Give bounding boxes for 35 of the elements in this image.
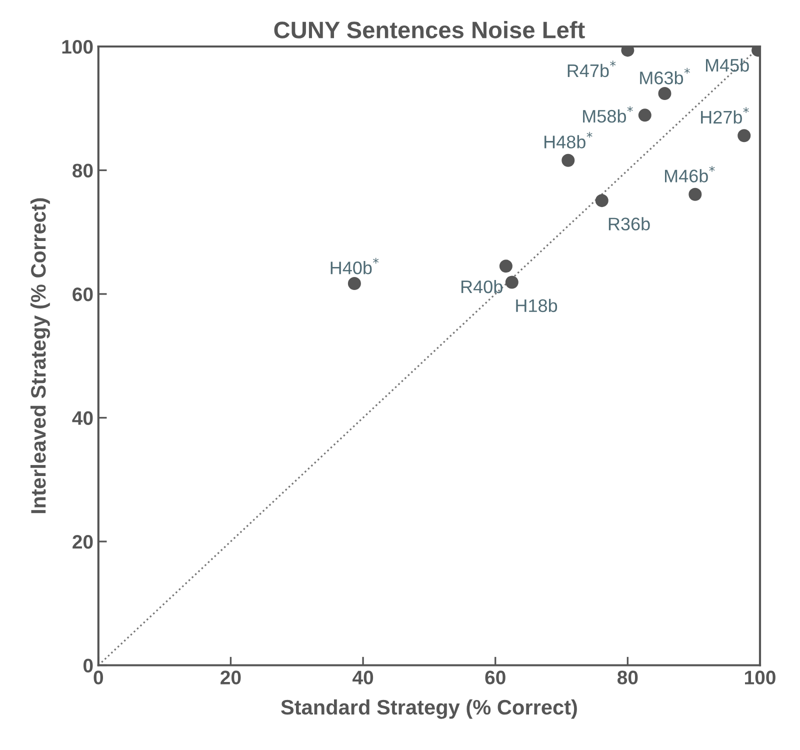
point: [638, 108, 652, 122]
point: [595, 194, 608, 208]
annotation: M63b$^{*}$: [640, 68, 690, 84]
y-tick-label: 100: [62, 40, 93, 54]
x-tick-label: 100: [745, 670, 776, 684]
y-tick-label: 0: [83, 658, 93, 672]
annotation: R47b$^{*}$: [568, 60, 616, 78]
point: [348, 276, 361, 290]
point: [688, 188, 702, 201]
x-tick-label: 0: [94, 670, 104, 684]
x-axis-title: Standard Strategy (% Correct): [281, 699, 577, 719]
annotation: H27b$^{*}$: [701, 107, 749, 124]
point: [562, 154, 575, 167]
annotation: H40b$^{*}$: [330, 258, 379, 274]
annotation: R40b: [461, 280, 502, 294]
point: [499, 260, 512, 273]
y-tick-label: 20: [72, 534, 93, 549]
point: [658, 87, 672, 100]
x-tick-label: 60: [485, 670, 506, 684]
x-tick-label: 40: [352, 670, 374, 684]
y-axis-title: Interleaved Strategy (% Correct): [30, 198, 50, 514]
point: [505, 276, 518, 289]
annotation: R36b: [608, 217, 650, 230]
y-tick-label: 60: [72, 287, 93, 302]
annotation: M46b$^{*}$: [665, 166, 715, 182]
point: [738, 129, 751, 142]
y-tick-label: 40: [72, 411, 93, 425]
annotation: H18b: [516, 298, 558, 312]
x-tick-label: 80: [617, 670, 638, 684]
chart-title: CUNY Sentences Noise Left: [274, 21, 585, 38]
x-tick-label: 20: [220, 670, 241, 684]
annotation: M58b$^{*}$: [583, 106, 633, 123]
annotation: M45b: [706, 58, 749, 72]
annotation: H48b$^{*}$: [544, 132, 592, 148]
y-tick-label: 80: [72, 164, 93, 178]
